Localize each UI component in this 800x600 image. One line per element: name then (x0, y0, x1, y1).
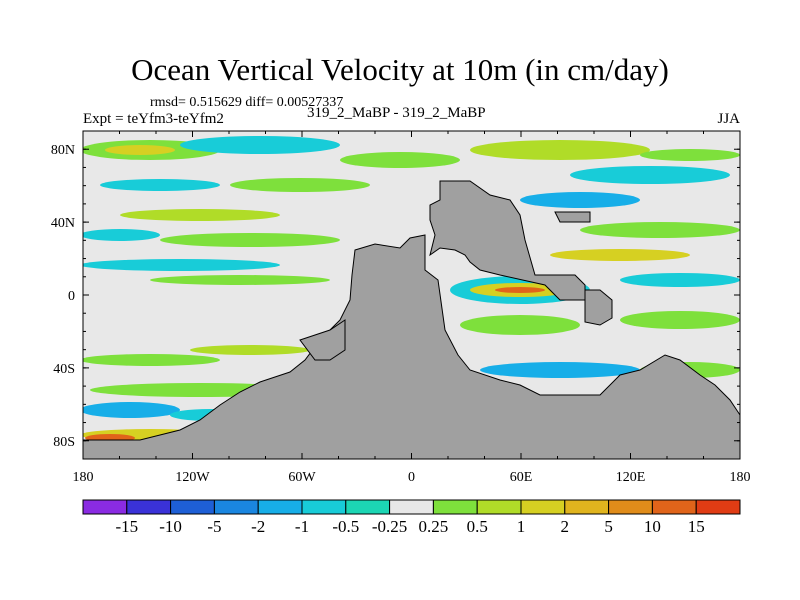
colorbar-swatch (345, 499, 391, 515)
colorbar-swatch (126, 499, 172, 515)
colorbar-swatch (651, 499, 697, 515)
x-tick-label: 180 (73, 470, 94, 485)
field-band (620, 311, 740, 329)
field-bands (83, 136, 740, 442)
land-asia-east (554, 211, 591, 223)
colorbar-label: -0.25 (372, 517, 407, 536)
x-tick-label: 120W (175, 470, 210, 485)
colorbar-label: 5 (604, 517, 613, 536)
colorbar: -15 -10 -5 -2 -1 -0.5 -0.25 0.25 0.5 1 2 5 10 15 (82, 499, 741, 536)
colorbar-label: -5 (207, 517, 221, 536)
colorbar-swatch (82, 499, 128, 515)
colorbar-swatch (170, 499, 215, 515)
colorbar-swatch (389, 499, 434, 515)
field-band (105, 145, 175, 155)
colorbar-swatch (608, 499, 653, 515)
field-band (520, 192, 640, 208)
x-tick-label: 60W (288, 470, 316, 485)
field-band (340, 152, 460, 168)
y-tick-label: 40N (51, 216, 75, 231)
colorbar-swatch (695, 499, 741, 515)
x-tick-label: 120E (616, 470, 646, 485)
colorbar-label: -2 (251, 517, 265, 536)
field-band (580, 222, 740, 238)
x-tick-label: 60E (510, 470, 533, 485)
field-band (83, 354, 220, 366)
field-band (550, 249, 690, 261)
chart-title: Ocean Vertical Velocity at 10m (in cm/da… (131, 52, 669, 87)
map-field (83, 136, 740, 459)
colorbar-label: 0.5 (467, 517, 488, 536)
land-eurasia (429, 180, 586, 301)
field-band (230, 178, 370, 192)
field-band (190, 345, 310, 355)
land-mask (83, 180, 740, 459)
field-band (570, 166, 730, 184)
colorbar-label: 2 (561, 517, 570, 536)
stats-text: rmsd= 0.515629 diff= 0.00527337 (150, 95, 344, 110)
field-band (100, 179, 220, 191)
field-band (180, 136, 340, 154)
y-axis: 80N 40N 0 40S 80S (51, 130, 740, 460)
experiment-label: Expt = teYfm3-teYfm2 (83, 111, 224, 127)
colorbar-label: 15 (688, 517, 705, 536)
y-tick-label: 80N (51, 143, 75, 158)
y-tick-label: 40S (53, 362, 75, 377)
y-tick-label: 80S (53, 435, 75, 450)
season-label: JJA (717, 111, 740, 127)
colorbar-swatch (213, 499, 259, 515)
land-peninsula (299, 319, 346, 361)
field-band (83, 259, 280, 271)
x-tick-label: 0 (408, 470, 415, 485)
field-band (620, 273, 740, 287)
colorbar-label: 0.25 (419, 517, 449, 536)
colorbar-label: -10 (159, 517, 182, 536)
colorbar-label: -0.5 (332, 517, 359, 536)
x-tick-label: 180 (730, 470, 751, 485)
land-se-asia (584, 289, 613, 326)
colorbar-label: -1 (295, 517, 309, 536)
field-band (460, 315, 580, 335)
case-label: 319_2_MaBP - 319_2_MaBP (307, 105, 486, 121)
field-band (160, 233, 340, 247)
field-band (495, 287, 545, 293)
colorbar-swatch (432, 499, 478, 515)
x-axis: 180 120W 60W 0 60E 120E 180 (73, 131, 751, 485)
colorbar-swatch (257, 499, 303, 515)
colorbar-swatch (520, 499, 566, 515)
colorbar-label: -15 (115, 517, 138, 536)
field-band (83, 402, 180, 418)
land-southern-continent (83, 234, 740, 459)
field-band (120, 209, 280, 221)
field-band (83, 229, 160, 241)
colorbar-swatch (301, 499, 347, 515)
colorbar-label: 10 (644, 517, 661, 536)
colorbar-label: 1 (517, 517, 526, 536)
field-band (640, 149, 740, 161)
field-band (150, 275, 330, 285)
colorbar-swatch (476, 499, 522, 515)
colorbar-swatch (564, 499, 610, 515)
y-tick-label: 0 (68, 289, 75, 304)
field-band (480, 362, 640, 378)
field-band (470, 140, 650, 160)
